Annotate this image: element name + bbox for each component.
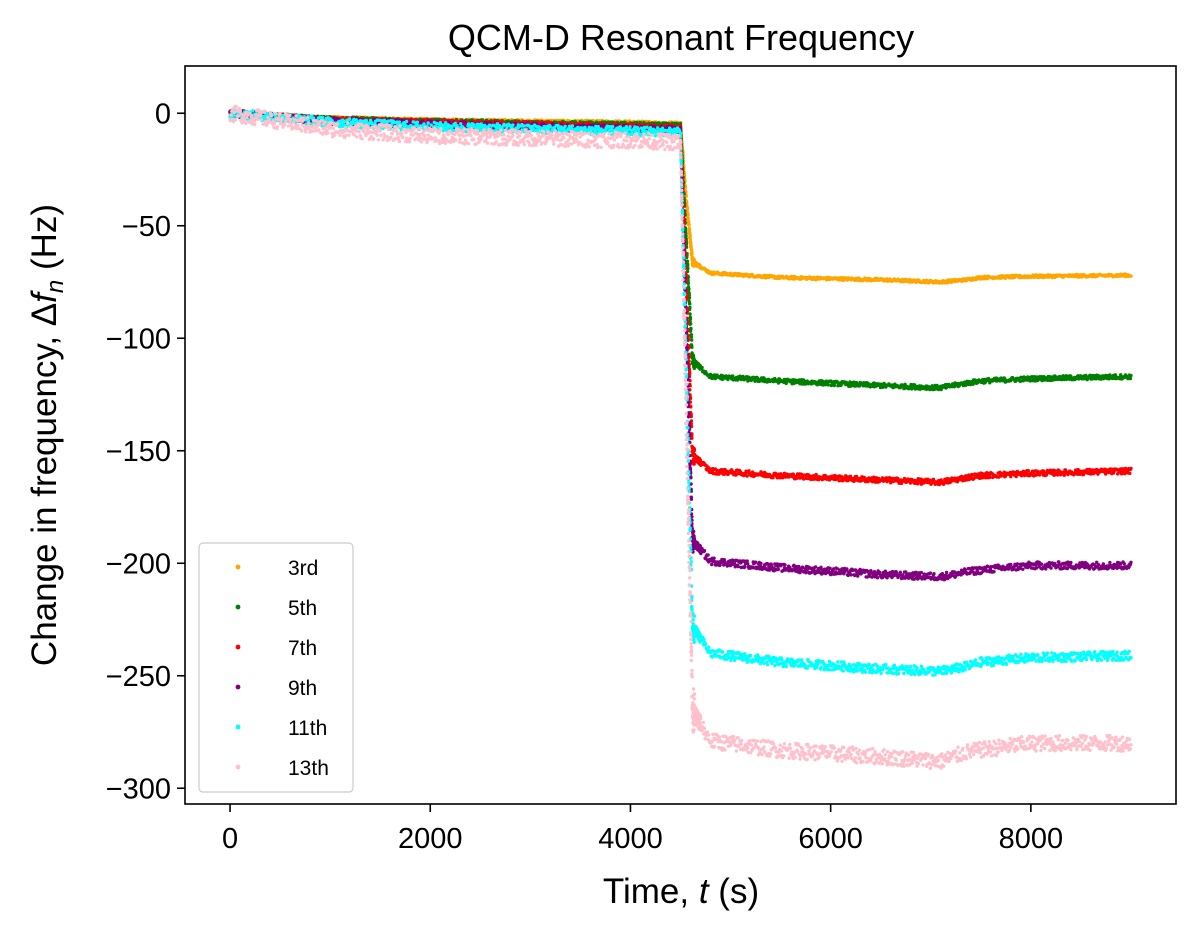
x-axis-label-prefix: Time, [603,872,699,911]
y-axis-label-prefix: Change in frequency, [25,326,64,666]
x-axis-ticks: 0 2000 4000 6000 8000 [222,804,1063,855]
x-tick-label: 8000 [999,823,1064,855]
y-tick-label: −200 [106,548,171,580]
plot-frame [184,65,1177,805]
legend-label-11th: 11th [288,717,327,740]
x-tick-label: 2000 [398,823,463,855]
legend-label-3rd: 3rd [288,557,318,580]
x-axis-label-var: t [699,872,710,911]
y-tick-label: −50 [122,211,171,243]
x-tick-label: 4000 [598,823,663,855]
series-layer [228,104,1133,770]
y-tick-label: −250 [106,661,171,693]
legend-marker-11th [235,724,241,730]
chart-title: QCM-D Resonant Frequency [448,17,914,58]
y-tick-label: −150 [106,436,171,468]
legend-frame [198,542,354,793]
legend-label-9th: 9th [288,677,317,700]
y-tick-label: −300 [106,773,171,805]
series-points-11th [228,108,1133,677]
y-axis-label-sub: n [42,280,69,293]
legend-label-13th: 13th [288,757,329,780]
series-11th [228,108,1133,677]
legend-label-5th: 5th [288,597,317,620]
y-axis-label-suffix: (Hz) [25,204,64,280]
x-axis-label-suffix: (s) [709,872,760,911]
y-axis-label-delta: Δ [25,303,64,326]
legend-marker-7th [235,644,241,650]
y-axis-label: Change in frequency, Δfn (Hz) [25,204,69,666]
x-tick-label: 0 [222,823,238,855]
legend-marker-9th [235,684,241,690]
y-tick-label: −100 [106,323,171,355]
y-tick-label: 0 [155,98,171,130]
legend-marker-3rd [235,564,241,570]
legend: 3rd 5th 7th 9th 11th 13th [198,542,354,793]
plot-area [228,104,1133,770]
x-axis-label: Time, t (s) [603,872,759,911]
legend-marker-5th [235,604,241,610]
series-points-13th [228,104,1133,770]
legend-marker-13th [235,764,241,770]
legend-label-7th: 7th [288,637,317,660]
y-axis-ticks: 0 −50 −100 −150 −200 −250 −300 [106,98,185,805]
series-13th [228,104,1133,770]
x-tick-label: 6000 [798,823,863,855]
